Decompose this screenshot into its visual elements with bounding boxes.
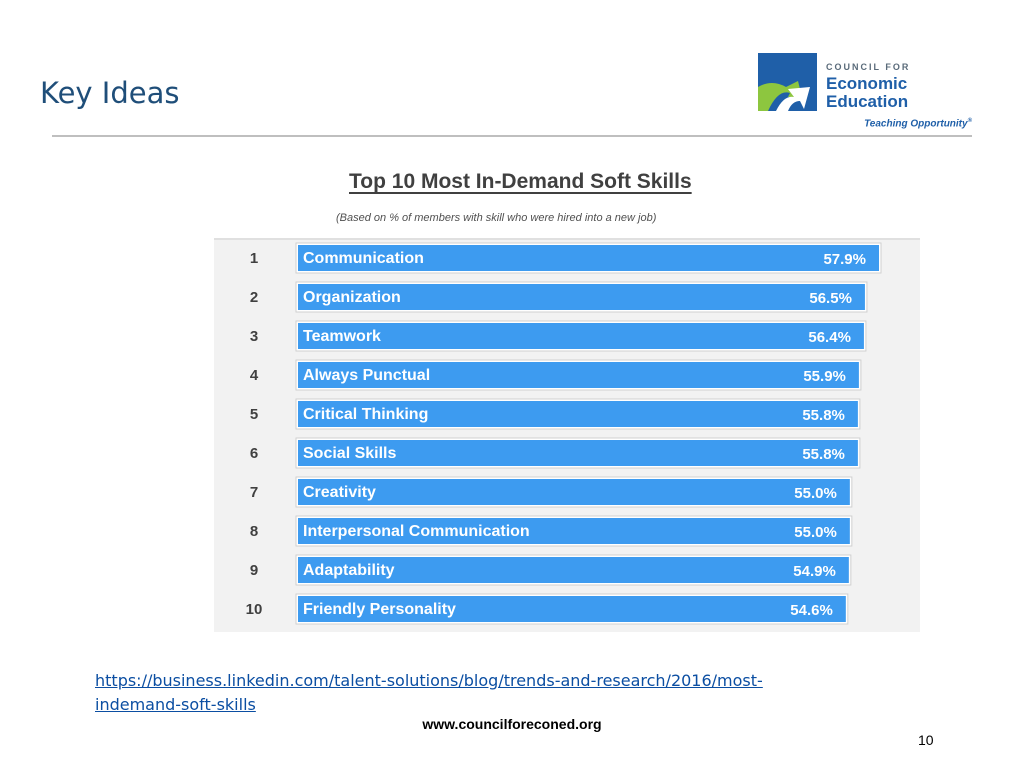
rank-label: 8 (250, 523, 258, 540)
category-label: Always Punctual (303, 367, 430, 384)
council-logo: COUNCIL FOR Economic Education Teaching … (758, 52, 974, 136)
rank-label: 7 (250, 484, 258, 501)
category-label: Critical Thinking (303, 406, 428, 423)
rank-label: 5 (250, 406, 258, 423)
rank-label: 9 (250, 562, 258, 579)
bar (298, 440, 858, 466)
bar (298, 479, 850, 505)
soft-skills-bar-chart: 1 Communication 57.9% 2 Organization 56.5% 3 Te… (246, 242, 882, 625)
arrow-mark-icon (758, 53, 817, 111)
value-label: 56.5% (809, 290, 852, 307)
bar (298, 323, 864, 349)
value-label: 55.8% (802, 407, 845, 424)
value-label: 55.0% (794, 524, 837, 541)
category-label: Friendly Personality (303, 601, 456, 618)
logo-economic-text: Economic (826, 74, 908, 93)
category-label: Interpersonal Communication (303, 523, 530, 540)
logo-tagline: Teaching Opportunity® (864, 118, 972, 129)
bar (298, 245, 879, 271)
bar (298, 596, 846, 622)
rank-label: 4 (250, 367, 259, 384)
slide-title: Key Ideas (40, 76, 180, 110)
rank-label: 1 (250, 250, 258, 267)
category-label: Organization (303, 289, 401, 306)
value-label: 54.6% (790, 602, 833, 619)
category-label: Social Skills (303, 445, 396, 462)
logo-education-text: Education (826, 92, 909, 111)
value-label: 56.4% (808, 329, 851, 346)
registered-mark: ® (967, 118, 972, 124)
category-label: Communication (303, 250, 424, 267)
rank-label: 3 (250, 328, 258, 345)
bar (298, 362, 859, 388)
title-divider (52, 135, 972, 137)
category-label: Creativity (303, 484, 376, 501)
value-label: 57.9% (823, 251, 866, 268)
chart-subtitle: (Based on % of members with skill who we… (336, 212, 657, 224)
value-label: 55.9% (803, 368, 846, 385)
category-label: Adaptability (303, 562, 395, 579)
footer-url: www.councilforeconed.org (422, 716, 602, 732)
category-label: Teamwork (303, 328, 381, 345)
rank-label: 10 (246, 601, 263, 618)
bar (298, 401, 858, 427)
bar (298, 518, 850, 544)
chart-title: Top 10 Most In-Demand Soft Skills (349, 170, 692, 193)
value-label: 55.8% (802, 446, 845, 463)
logo-tagline-text: Teaching Opportunity (864, 118, 968, 130)
value-label: 54.9% (793, 563, 836, 580)
source-link[interactable]: https://business.linkedin.com/talent-sol… (95, 671, 763, 714)
page-number: 10 (918, 732, 934, 748)
value-label: 55.0% (794, 485, 837, 502)
bar (298, 557, 849, 583)
bar (298, 284, 865, 310)
rank-label: 6 (250, 445, 258, 462)
rank-label: 2 (250, 289, 258, 306)
logo-council-text: COUNCIL FOR (826, 62, 911, 72)
